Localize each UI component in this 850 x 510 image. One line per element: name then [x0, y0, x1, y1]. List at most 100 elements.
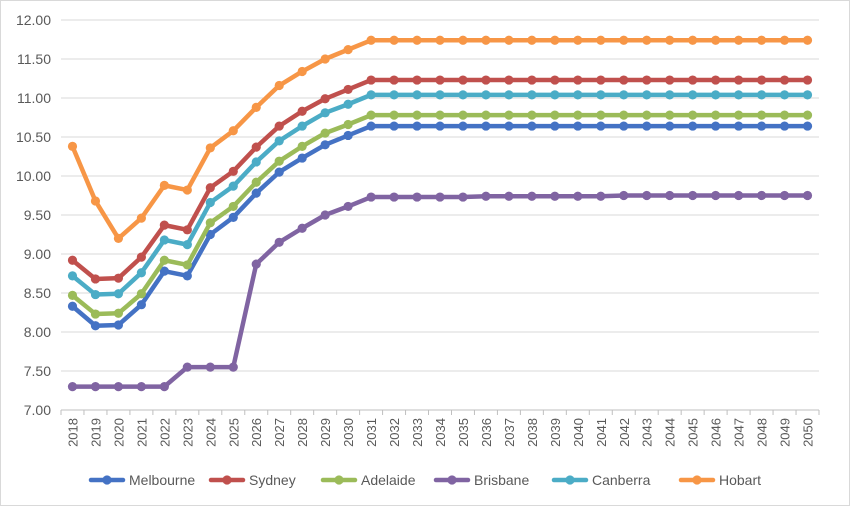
- data-point-canberra: [90, 289, 101, 300]
- data-point-brisbane: [389, 192, 399, 202]
- data-point-melbourne: [550, 121, 560, 131]
- legend-swatch-marker: [692, 475, 702, 485]
- legend-label: Sydney: [249, 472, 296, 488]
- y-axis-tick-labels: 7.00 7.50 8.00 8.50 9.00 9.50 10.00 10.50 11.00 1…: [16, 12, 51, 418]
- data-point-melbourne: [90, 321, 101, 331]
- data-point-canberra: [665, 90, 675, 100]
- y-tick-label: 12.00: [16, 12, 51, 28]
- legend-label: Melbourne: [129, 472, 195, 488]
- x-tick-label: 2031: [364, 418, 379, 447]
- data-point-brisbane: [665, 190, 675, 201]
- data-point-adelaide: [596, 110, 606, 120]
- data-point-brisbane: [619, 190, 629, 201]
- data-point-melbourne: [619, 121, 629, 131]
- x-tick-label: 2044: [663, 418, 678, 447]
- data-point-melbourne: [596, 121, 606, 131]
- data-point-brisbane: [688, 190, 698, 201]
- legend-swatch-marker: [102, 475, 112, 485]
- data-point-brisbane: [527, 191, 537, 201]
- data-point-canberra: [573, 90, 583, 100]
- data-point-adelaide: [734, 110, 744, 120]
- data-point-sydney: [90, 274, 101, 284]
- x-tick-label: 2048: [755, 418, 770, 447]
- data-point-adelaide: [159, 255, 169, 265]
- x-tick-label: 2045: [686, 418, 701, 447]
- data-point-melbourne: [159, 266, 169, 276]
- data-point-hobart: [481, 35, 491, 45]
- legend-item-adelaide: Adelaide: [320, 472, 416, 488]
- legend-label: Adelaide: [361, 472, 416, 488]
- data-point-canberra: [343, 99, 353, 109]
- data-point-hobart: [90, 196, 101, 206]
- legend-item-brisbane: Brisbane: [433, 472, 529, 488]
- legend: Melbourne Sydney Adelaide Brisbane Canberra H…: [88, 472, 761, 488]
- data-point-sydney: [228, 166, 238, 176]
- x-tick-label: 2022: [157, 418, 172, 447]
- data-point-hobart: [366, 35, 376, 45]
- data-point-melbourne: [802, 121, 813, 131]
- data-point-canberra: [389, 90, 399, 100]
- data-point-melbourne: [779, 121, 790, 131]
- data-point-hobart: [573, 35, 583, 45]
- data-point-canberra: [458, 90, 468, 100]
- data-point-melbourne: [182, 271, 192, 281]
- x-tick-label: 2042: [617, 418, 632, 447]
- x-tick-label: 2023: [180, 418, 195, 447]
- data-point-canberra: [182, 240, 192, 250]
- data-point-sydney: [619, 75, 629, 85]
- legend-swatch-marker: [565, 475, 575, 485]
- data-point-brisbane: [435, 192, 445, 202]
- data-point-brisbane: [251, 259, 261, 269]
- data-point-sydney: [596, 75, 606, 85]
- data-point-canberra: [366, 90, 376, 100]
- data-point-hobart: [435, 35, 445, 45]
- data-point-hobart: [642, 35, 652, 45]
- data-point-canberra: [435, 90, 445, 100]
- x-tick-label: 2028: [295, 418, 310, 447]
- data-point-brisbane: [297, 223, 307, 233]
- data-point-canberra: [688, 90, 698, 100]
- data-point-brisbane: [182, 362, 192, 372]
- data-point-melbourne: [688, 121, 698, 131]
- data-point-canberra: [228, 181, 238, 191]
- data-point-hobart: [527, 35, 537, 45]
- data-point-brisbane: [205, 362, 215, 372]
- data-point-hobart: [412, 35, 422, 45]
- data-point-canberra: [320, 108, 330, 118]
- data-point-adelaide: [389, 110, 399, 120]
- data-point-melbourne: [756, 121, 767, 131]
- data-point-adelaide: [642, 110, 652, 120]
- data-point-sydney: [251, 142, 261, 152]
- data-point-brisbane: [642, 190, 652, 201]
- data-point-adelaide: [756, 110, 767, 120]
- data-point-sydney: [182, 225, 192, 235]
- data-point-sydney: [412, 75, 422, 85]
- data-point-hobart: [550, 35, 560, 45]
- x-tick-label: 2027: [272, 418, 287, 447]
- data-point-adelaide: [504, 110, 514, 120]
- data-point-sydney: [711, 75, 721, 85]
- data-point-melbourne: [136, 300, 146, 310]
- data-point-canberra: [550, 90, 560, 100]
- data-point-hobart: [343, 45, 353, 55]
- data-point-adelaide: [619, 110, 629, 120]
- data-point-adelaide: [343, 119, 353, 130]
- x-tick-label: 2033: [410, 418, 425, 447]
- data-point-brisbane: [113, 382, 124, 392]
- data-point-canberra: [642, 90, 652, 100]
- data-point-hobart: [182, 185, 192, 195]
- data-point-melbourne: [274, 167, 284, 177]
- x-tick-label: 2024: [203, 418, 218, 447]
- gridlines: [61, 19, 819, 372]
- data-point-canberra: [67, 271, 78, 281]
- data-point-adelaide: [136, 289, 146, 299]
- data-point-sydney: [734, 75, 744, 85]
- data-point-melbourne: [320, 140, 330, 150]
- data-point-canberra: [619, 90, 629, 100]
- data-point-brisbane: [504, 191, 514, 201]
- x-tick-label: 2034: [433, 418, 448, 447]
- data-point-canberra: [297, 121, 307, 131]
- data-point-melbourne: [113, 320, 124, 330]
